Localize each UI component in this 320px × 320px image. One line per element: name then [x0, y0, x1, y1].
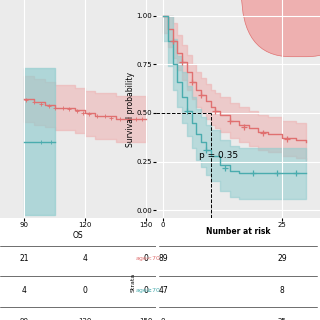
- Point: [275, 171, 280, 176]
- Text: 0: 0: [144, 285, 148, 294]
- Point: [75, 108, 80, 114]
- Point: [117, 116, 122, 122]
- Text: age≥70: age≥70: [136, 288, 161, 292]
- Point: [213, 108, 218, 114]
- Text: 4: 4: [83, 254, 88, 263]
- Text: 8: 8: [280, 285, 284, 294]
- Text: 89: 89: [158, 254, 168, 263]
- FancyBboxPatch shape: [241, 0, 320, 57]
- Point: [66, 106, 71, 111]
- Point: [227, 118, 232, 123]
- Point: [222, 166, 228, 171]
- Text: 150: 150: [139, 318, 153, 320]
- Point: [184, 108, 189, 114]
- Point: [48, 139, 53, 144]
- Text: 0: 0: [83, 285, 88, 294]
- Point: [81, 110, 86, 115]
- Text: 4: 4: [22, 285, 27, 294]
- Text: age<70: age<70: [136, 256, 161, 261]
- Point: [60, 105, 65, 110]
- Point: [251, 171, 256, 176]
- Text: Strata: Strata: [131, 273, 136, 292]
- Text: 0: 0: [161, 318, 165, 320]
- Point: [241, 124, 246, 129]
- Point: [125, 116, 130, 122]
- Point: [170, 38, 175, 44]
- Point: [180, 60, 185, 65]
- X-axis label: OS: OS: [73, 231, 84, 240]
- Text: p = 0.35: p = 0.35: [199, 151, 238, 160]
- Text: 0: 0: [144, 254, 148, 263]
- Text: 29: 29: [277, 254, 287, 263]
- Point: [284, 136, 289, 141]
- Point: [95, 114, 100, 119]
- Text: 47: 47: [158, 285, 168, 294]
- Text: 21: 21: [20, 254, 29, 263]
- Point: [52, 105, 57, 110]
- Point: [199, 93, 204, 98]
- Point: [109, 115, 114, 120]
- Text: 90: 90: [20, 318, 29, 320]
- Point: [260, 131, 266, 136]
- Point: [103, 114, 108, 119]
- Point: [133, 116, 138, 122]
- Text: 25: 25: [278, 318, 286, 320]
- Text: Number at risk: Number at risk: [206, 227, 270, 236]
- Point: [38, 101, 43, 106]
- Text: 120: 120: [78, 318, 92, 320]
- Point: [38, 139, 43, 144]
- Y-axis label: Survival probability: Survival probability: [126, 71, 135, 147]
- Point: [46, 103, 51, 108]
- Point: [189, 79, 194, 84]
- Point: [24, 97, 29, 102]
- Point: [87, 112, 92, 117]
- Point: [139, 116, 144, 122]
- Point: [32, 100, 37, 105]
- Point: [204, 147, 209, 152]
- Point: [294, 171, 299, 176]
